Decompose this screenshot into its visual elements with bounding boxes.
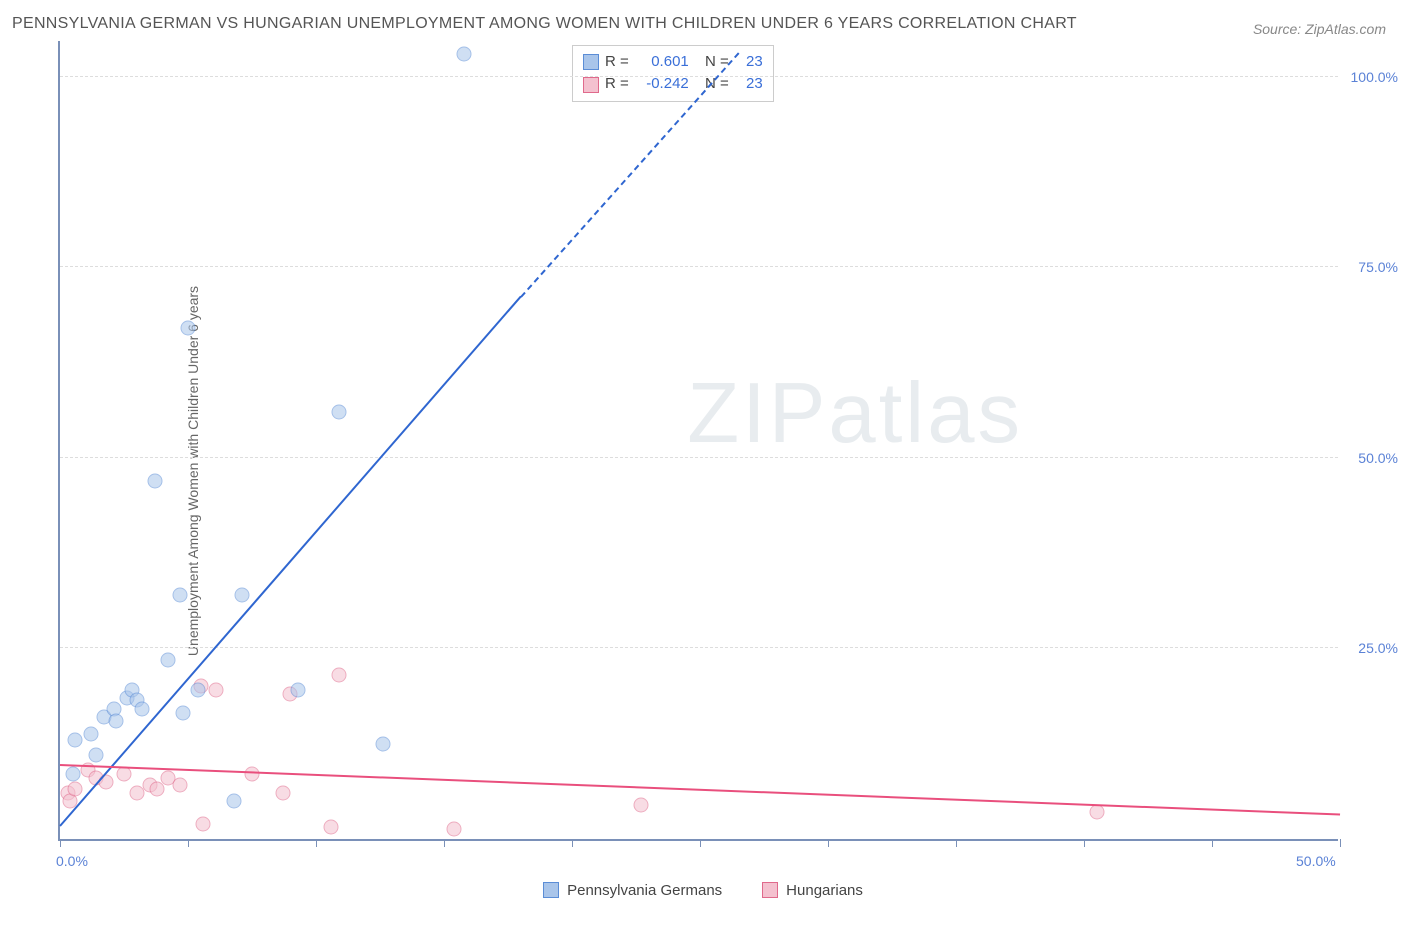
chart-container: Unemployment Among Women with Children U…: [12, 41, 1394, 901]
swatch-series-b: [762, 882, 778, 898]
scatter-point-b: [447, 821, 462, 836]
legend-label-b: Hungarians: [786, 882, 863, 899]
scatter-point-a: [332, 405, 347, 420]
x-tick: [444, 839, 445, 847]
scatter-point-a: [191, 683, 206, 698]
x-tick: [700, 839, 701, 847]
scatter-point-a: [375, 736, 390, 751]
r-label: R =: [605, 51, 629, 74]
scatter-point-b: [209, 683, 224, 698]
x-tick-label: 50.0%: [1296, 853, 1336, 869]
scatter-point-b: [1089, 805, 1104, 820]
gridline: [60, 266, 1338, 267]
scatter-point-a: [234, 588, 249, 603]
correlation-stats-box: R = 0.601 N = 23 R = -0.242 N = 23: [572, 45, 774, 102]
scatter-point-b: [68, 782, 83, 797]
chart-title: PENNSYLVANIA GERMAN VS HUNGARIAN UNEMPLO…: [12, 12, 1077, 37]
scatter-point-a: [173, 588, 188, 603]
scatter-point-a: [83, 726, 98, 741]
y-tick-label: 100.0%: [1351, 69, 1398, 85]
swatch-series-a: [543, 882, 559, 898]
bottom-legend: Pennsylvania Germans Hungarians: [12, 882, 1394, 899]
swatch-series-a: [583, 54, 599, 70]
plot-area: ZIPatlas R = 0.601 N = 23 R = -0.242 N =…: [58, 41, 1338, 841]
gridline: [60, 457, 1338, 458]
scatter-point-b: [332, 668, 347, 683]
scatter-point-b: [117, 767, 132, 782]
scatter-point-a: [147, 473, 162, 488]
scatter-point-a: [109, 713, 124, 728]
y-tick-label: 50.0%: [1358, 450, 1398, 466]
x-tick: [1084, 839, 1085, 847]
x-tick: [316, 839, 317, 847]
x-tick: [60, 839, 61, 847]
scatter-point-b: [634, 797, 649, 812]
scatter-point-b: [173, 778, 188, 793]
scatter-point-a: [68, 732, 83, 747]
watermark-zip: ZIP: [687, 366, 828, 461]
swatch-series-b: [583, 77, 599, 93]
watermark-atlas: atlas: [828, 366, 1023, 461]
scatter-point-a: [291, 683, 306, 698]
scatter-point-a: [227, 793, 242, 808]
scatter-point-a: [160, 652, 175, 667]
scatter-point-b: [245, 767, 260, 782]
trend-line: [59, 296, 521, 827]
legend-item-a: Pennsylvania Germans: [543, 882, 722, 899]
source-attribution: Source: ZipAtlas.com: [1253, 21, 1394, 37]
scatter-point-a: [65, 767, 80, 782]
legend-label-a: Pennsylvania Germans: [567, 882, 722, 899]
x-tick: [956, 839, 957, 847]
scatter-point-b: [196, 816, 211, 831]
legend-item-b: Hungarians: [762, 882, 863, 899]
scatter-point-b: [275, 786, 290, 801]
r-value-a: 0.601: [635, 51, 689, 74]
x-tick: [188, 839, 189, 847]
x-tick: [828, 839, 829, 847]
n-label: N =: [705, 51, 729, 74]
x-tick-label: 0.0%: [56, 853, 88, 869]
gridline: [60, 647, 1338, 648]
y-tick-label: 25.0%: [1358, 640, 1398, 656]
gridline: [60, 76, 1338, 77]
watermark: ZIPatlas: [687, 365, 1023, 463]
y-tick-label: 75.0%: [1358, 259, 1398, 275]
scatter-point-a: [181, 321, 196, 336]
trend-line: [60, 764, 1340, 816]
scatter-point-b: [324, 820, 339, 835]
x-tick: [1340, 839, 1341, 847]
x-tick: [572, 839, 573, 847]
scatter-point-a: [175, 706, 190, 721]
scatter-point-a: [134, 702, 149, 717]
x-tick: [1212, 839, 1213, 847]
scatter-point-a: [88, 748, 103, 763]
scatter-point-a: [457, 47, 472, 62]
